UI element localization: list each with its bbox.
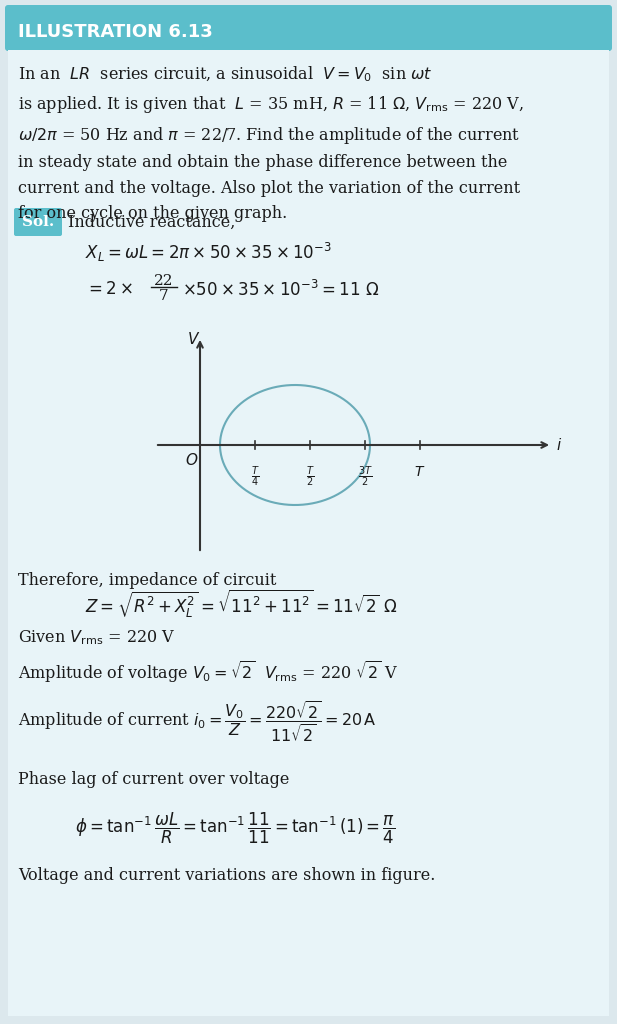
Text: $Z = \sqrt{R^2 + X_L^2} = \sqrt{11^2 + 11^2} = 11\sqrt{2}\ \Omega$: $Z = \sqrt{R^2 + X_L^2} = \sqrt{11^2 + 1… [85, 588, 397, 621]
Text: ILLUSTRATION 6.13: ILLUSTRATION 6.13 [18, 23, 213, 41]
Text: In an  $LR$  series circuit, a sinusoidal  $V = V_0$  sin $\omega t$
is applied.: In an $LR$ series circuit, a sinusoidal … [18, 65, 524, 222]
Text: Therefore, impedance of circuit: Therefore, impedance of circuit [18, 572, 276, 589]
Text: Phase lag of current over voltage: Phase lag of current over voltage [18, 771, 289, 788]
Text: 22: 22 [154, 274, 174, 288]
Text: $T$: $T$ [414, 465, 426, 479]
Text: $X_L = \omega L = 2\pi \times 50 \times 35 \times 10^{-3}$: $X_L = \omega L = 2\pi \times 50 \times … [85, 241, 332, 263]
Text: Inductive reactance,: Inductive reactance, [68, 213, 235, 230]
Text: $i$: $i$ [556, 437, 562, 453]
Text: Amplitude of current $i_0 = \dfrac{V_0}{Z} = \dfrac{220\sqrt{2}}{11\sqrt{2}} = 2: Amplitude of current $i_0 = \dfrac{V_0}{… [18, 699, 377, 744]
FancyBboxPatch shape [8, 50, 609, 1016]
Text: $\phi = \tan^{-1}\dfrac{\omega L}{R} = \tan^{-1}\dfrac{11}{11} = \tan^{-1}(1) = : $\phi = \tan^{-1}\dfrac{\omega L}{R} = \… [75, 810, 395, 846]
Text: $\frac{3T}{2}$: $\frac{3T}{2}$ [358, 465, 373, 489]
Text: 7: 7 [159, 289, 169, 303]
Text: Sol.: Sol. [22, 215, 54, 229]
Text: Voltage and current variations are shown in figure.: Voltage and current variations are shown… [18, 867, 436, 885]
Text: Given $V_{\mathrm{rms}}$ = 220 V: Given $V_{\mathrm{rms}}$ = 220 V [18, 629, 176, 647]
FancyBboxPatch shape [5, 5, 612, 51]
Text: $\frac{T}{2}$: $\frac{T}{2}$ [305, 465, 314, 489]
Text: $= 2 \times$: $= 2 \times$ [85, 282, 133, 299]
Text: $\frac{T}{4}$: $\frac{T}{4}$ [251, 465, 259, 489]
Text: $V$: $V$ [187, 331, 201, 347]
FancyBboxPatch shape [14, 208, 62, 236]
Text: $\times 50 \times 35 \times 10^{-3} = 11\ \Omega$: $\times 50 \times 35 \times 10^{-3} = 11… [182, 280, 379, 300]
Text: Amplitude of voltage $V_0 = \sqrt{2}$  $V_{\mathrm{rms}}$ = 220 $\sqrt{2}$ V: Amplitude of voltage $V_0 = \sqrt{2}$ $V… [18, 659, 399, 685]
Text: $O$: $O$ [185, 452, 199, 468]
